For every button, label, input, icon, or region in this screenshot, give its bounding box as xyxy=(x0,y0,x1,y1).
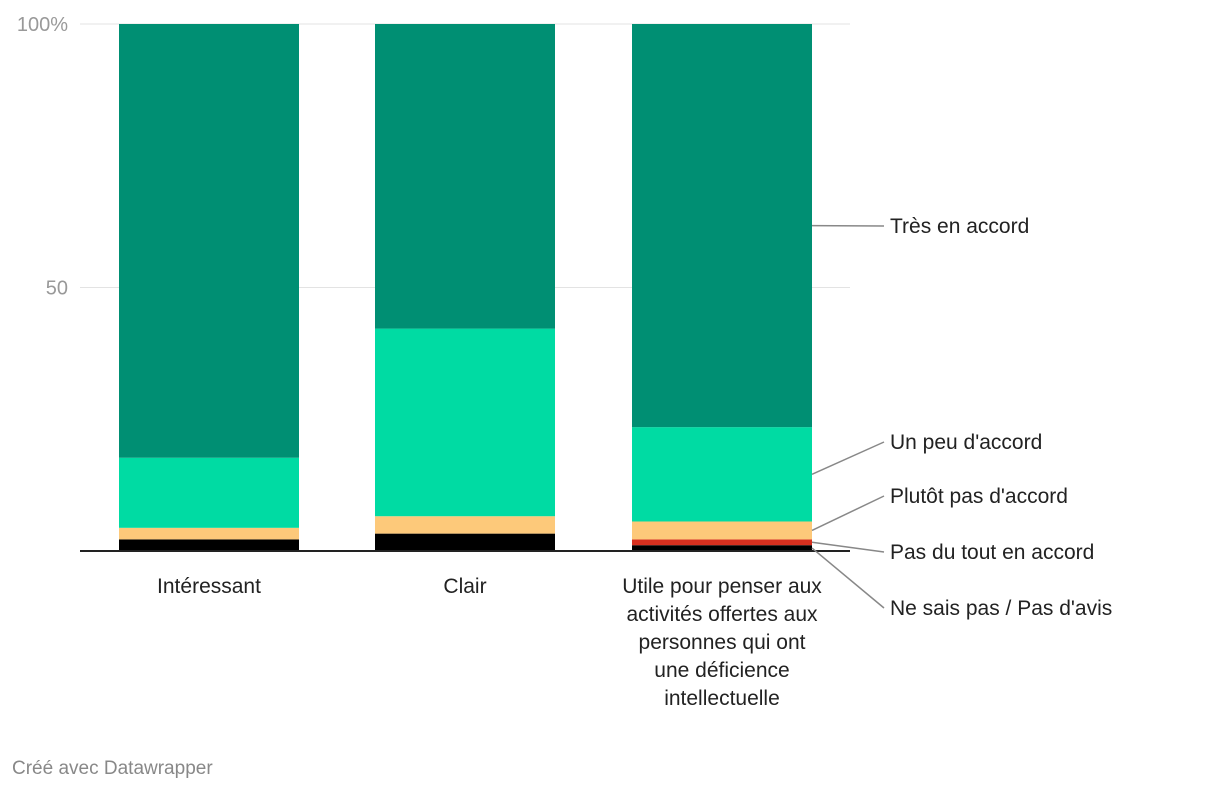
bar-segment xyxy=(632,521,812,540)
legend-label: Ne sais pas / Pas d'avis xyxy=(890,597,1112,620)
bar-segments xyxy=(119,24,812,551)
y-axis-ticks: 100% 50 xyxy=(17,14,68,300)
footer-credit: Créé avec Datawrapper xyxy=(12,758,213,779)
bar-segment xyxy=(119,539,299,551)
bar-segment xyxy=(632,427,812,522)
legend-leader-line xyxy=(811,495,885,532)
category-label: personnes qui ont xyxy=(639,631,806,654)
category-label: intellectuelle xyxy=(664,687,780,710)
category-label: Clair xyxy=(443,575,486,598)
category-label: une déficience xyxy=(654,659,789,682)
bar-segment xyxy=(119,457,299,528)
bar-segment xyxy=(375,516,555,534)
bar-segment xyxy=(632,539,812,546)
legend-leader-line xyxy=(811,541,885,553)
category-label: Intéressant xyxy=(157,575,261,598)
legend-leader-line xyxy=(811,441,885,476)
bar-segment xyxy=(375,328,555,517)
legend-leader-line xyxy=(811,547,885,609)
legend-label: Très en accord xyxy=(890,215,1029,238)
legend-label: Pas du tout en accord xyxy=(890,541,1094,564)
bar-segment xyxy=(375,24,555,329)
series-labels: Ne sais pas / Pas d'avis Pas du tout en a… xyxy=(811,215,1112,620)
bar-segment xyxy=(119,527,299,540)
legend-label: Plutôt pas d'accord xyxy=(890,485,1068,508)
y-tick-label: 100% xyxy=(17,14,68,36)
category-label: activités offertes aux xyxy=(626,603,818,626)
bar-segment xyxy=(375,533,555,551)
category-labels: Intéressant Clair Utile pour penser aux act… xyxy=(157,575,822,710)
category-label: Utile pour penser aux xyxy=(622,575,822,598)
bar-segment xyxy=(632,24,812,428)
y-tick-label: 50 xyxy=(46,278,68,300)
bar-segment xyxy=(119,24,299,458)
legend-label: Un peu d'accord xyxy=(890,431,1042,454)
bar-segment xyxy=(632,545,812,551)
